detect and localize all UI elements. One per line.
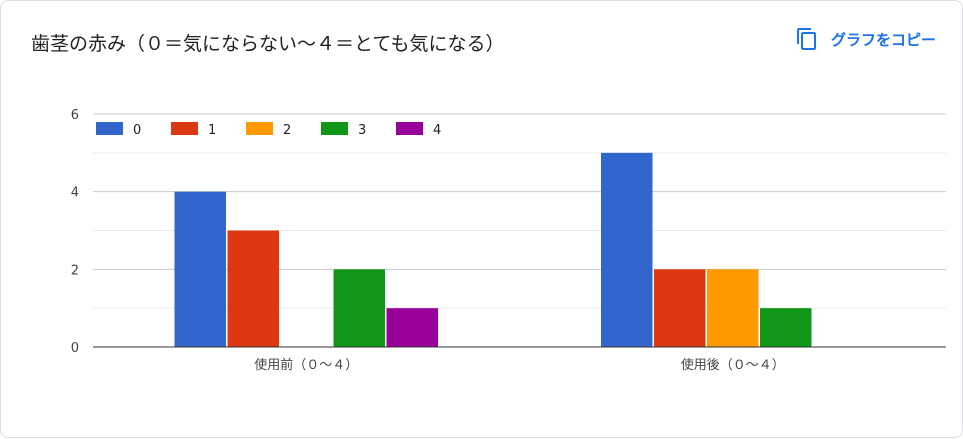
legend-label: 0: [133, 123, 141, 138]
legend-swatch: [96, 122, 123, 135]
copy-chart-button[interactable]: グラフをコピー: [795, 23, 936, 55]
legend-swatch: [396, 122, 423, 135]
legend-label: 3: [358, 123, 366, 138]
bar: [333, 269, 385, 347]
bar: [760, 308, 812, 347]
copy-chart-label: グラフをコピー: [830, 30, 936, 49]
y-tick-label: 6: [71, 108, 79, 123]
x-tick-label: 使用後（０〜４）: [681, 357, 785, 373]
y-tick-label: 2: [71, 263, 79, 278]
copy-icon: [796, 28, 816, 50]
y-tick-label: 4: [71, 186, 79, 201]
bar: [654, 269, 706, 347]
bar: [174, 191, 226, 347]
y-tick-label: 0: [71, 341, 79, 356]
legend-label: 2: [283, 123, 291, 138]
bar: [227, 230, 279, 347]
chart-title: 歯茎の赤み（０＝気にならない〜４＝とても気になる）: [31, 33, 505, 55]
legend-swatch: [321, 122, 348, 135]
x-tick-label: 使用前（０〜４）: [254, 357, 358, 373]
legend-label: 4: [433, 123, 441, 138]
bar: [386, 308, 438, 347]
bar: [707, 269, 759, 347]
legend-swatch: [246, 122, 273, 135]
legend-label: 1: [208, 123, 216, 138]
legend-swatch: [171, 122, 198, 135]
bar: [601, 152, 653, 347]
